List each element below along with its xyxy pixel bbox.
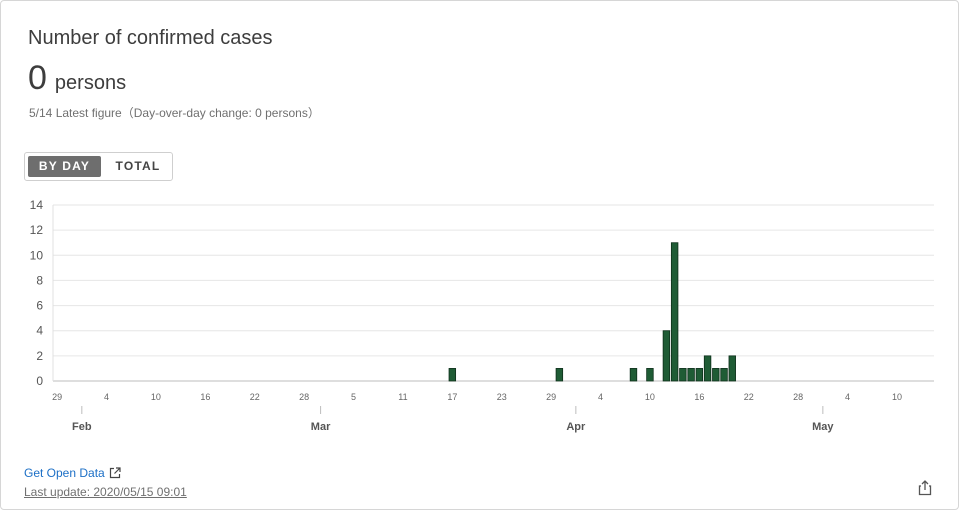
card-title: Number of confirmed cases (28, 27, 273, 49)
x-day-tick-label: 11 (398, 392, 407, 402)
x-day-tick-label: 4 (598, 392, 603, 402)
y-tick-label: 14 (30, 198, 44, 212)
y-tick-label: 12 (30, 223, 44, 237)
x-day-tick-label: 17 (447, 392, 457, 402)
toggle-total-button[interactable]: TOTAL (115, 159, 161, 173)
x-day-tick-label: 28 (793, 392, 803, 402)
bar-2020-04-14 (679, 368, 687, 382)
x-month-label: May (812, 421, 834, 433)
x-month-label: Apr (566, 421, 586, 433)
x-day-tick-label: 22 (250, 392, 260, 402)
headline-value: 0 (28, 59, 47, 97)
x-day-tick-label: 4 (104, 392, 109, 402)
headline-unit: persons (54, 72, 127, 94)
x-day-tick-label: 28 (299, 392, 309, 402)
x-day-tick-label: 4 (845, 392, 850, 402)
x-day-tick-label: 5 (351, 392, 356, 402)
latest-figure-note: 5/14 Latest figure（Day-over-day change: … (29, 106, 320, 120)
bar-2020-03-17 (448, 368, 457, 382)
share-icon[interactable] (916, 479, 934, 497)
x-day-tick-label: 23 (497, 392, 507, 402)
x-month-label: Mar (311, 421, 331, 433)
bar-2020-04-08 (629, 368, 638, 382)
get-open-data-link[interactable]: Get Open Data (24, 466, 121, 482)
bar-2020-04-18 (712, 368, 720, 382)
bar-2020-04-19 (720, 368, 728, 382)
last-update-text[interactable]: Last update: 2020/05/15 09:01 (24, 485, 187, 499)
y-tick-label: 8 (36, 273, 43, 287)
get-open-data-label: Get Open Data (24, 466, 105, 480)
bar-2020-04-10 (646, 368, 654, 382)
bar-2020-04-13 (670, 242, 679, 382)
y-tick-label: 6 (36, 299, 43, 313)
x-day-tick-label: 10 (892, 392, 902, 402)
y-tick-label: 0 (36, 374, 43, 388)
bar-2020-04-16 (695, 368, 704, 382)
x-day-tick-label: 29 (546, 392, 556, 402)
x-day-tick-label: 10 (645, 392, 655, 402)
toggle-by-day-button[interactable]: BY DAY (28, 156, 101, 177)
y-tick-label: 2 (36, 349, 43, 363)
x-day-tick-label: 10 (151, 392, 161, 402)
external-link-icon (109, 467, 121, 482)
y-tick-label: 10 (30, 248, 44, 262)
bar-2020-04-20 (728, 355, 736, 382)
y-tick-label: 4 (36, 324, 43, 338)
x-month-label: Feb (72, 421, 92, 433)
bar-2020-04-15 (687, 368, 695, 382)
bar-2020-03-30 (555, 368, 564, 382)
bar-2020-04-17 (703, 355, 712, 382)
x-day-tick-label: 29 (52, 392, 62, 402)
cases-bar-chart: 0 2 4 6 8 10 12 14 29 4 10 16 22 28 5 11 17 23 29 4 10 16 22 28… (30, 198, 934, 433)
x-day-tick-label: 22 (744, 392, 754, 402)
view-toggle: BY DAY TOTAL (24, 152, 173, 181)
headline-figure: 0 persons (28, 59, 126, 98)
bar-2020-04-12 (662, 330, 671, 382)
x-day-tick-label: 16 (694, 392, 704, 402)
x-day-tick-label: 16 (200, 392, 210, 402)
